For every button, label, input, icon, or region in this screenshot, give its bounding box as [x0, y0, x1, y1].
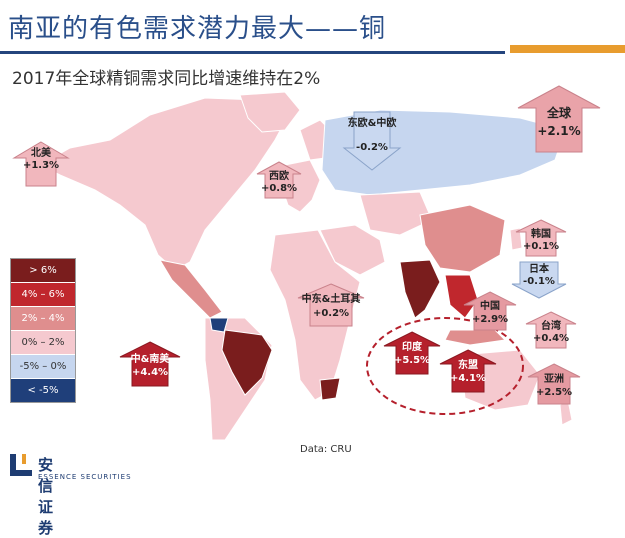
map-central-asia — [359, 191, 433, 236]
map-china — [419, 204, 506, 273]
region-value: +4.4% — [131, 367, 169, 378]
map-india — [399, 259, 441, 319]
map-venezuela — [209, 317, 229, 333]
region-value: +1.3% — [22, 160, 60, 171]
up-arrow-shape — [515, 219, 567, 257]
up-arrow-shape — [525, 311, 577, 349]
up-arrow-shape — [517, 85, 601, 153]
header-accent — [510, 45, 625, 53]
legend-item: 0% – 2% — [11, 331, 75, 355]
region-name: 北美 — [31, 148, 51, 159]
up-arrow-shape — [383, 331, 441, 375]
region-name: 全球 — [546, 106, 571, 120]
region-name: 亚洲 — [544, 374, 564, 385]
arrow-china: 中国 +2.9% — [462, 290, 518, 332]
region-name: 西欧 — [269, 171, 289, 182]
region-name: 中东&土耳其 — [301, 294, 361, 305]
region-value: +0.1% — [522, 241, 560, 252]
up-arrow-shape — [297, 283, 365, 327]
region-value: +2.5% — [535, 387, 573, 398]
region-value: +2.9% — [471, 314, 509, 325]
arrow-japan: 日本 -0.1% — [510, 260, 568, 300]
legend-item: 4% – 6% — [11, 283, 75, 307]
map-north-america — [38, 97, 291, 271]
region-name: 东欧&中欧 — [347, 118, 397, 129]
region-value: +4.1% — [449, 373, 487, 384]
up-arrow-shape — [439, 349, 497, 393]
region-value: +0.8% — [260, 183, 298, 194]
arrow-middle-east: 中东&土耳其 +0.2% — [296, 282, 366, 328]
region-value: -0.2% — [356, 142, 388, 153]
arrow-taiwan: 台湾 +0.4% — [524, 310, 578, 350]
region-name: 台湾 — [541, 321, 561, 332]
up-arrow-shape — [463, 291, 517, 331]
map-korea — [509, 227, 523, 251]
legend: > 6% 4% – 6% 2% – 4% 0% – 2% -5% – 0% < … — [10, 258, 76, 403]
region-name: 东盟 — [458, 360, 478, 371]
company-logo: 安信证券 ESSENCE SECURITIES — [8, 452, 131, 537]
logo-mark-icon — [10, 454, 32, 476]
region-value: +0.4% — [532, 333, 570, 344]
region-name: 韩国 — [531, 229, 551, 240]
page-title: 南亚的有色需求潜力最大——铜 — [8, 14, 387, 44]
arrow-asia: 亚洲 +2.5% — [526, 362, 582, 406]
arrow-eastern-europe: 东欧&中欧 -0.2% — [342, 110, 402, 172]
map-south-africa — [319, 377, 341, 401]
up-arrow-shape — [12, 141, 70, 187]
map-brazil — [221, 329, 273, 396]
up-arrow-shape — [119, 341, 181, 387]
legend-item: 2% – 4% — [11, 307, 75, 331]
header-rule — [0, 51, 505, 54]
region-name: 印度 — [402, 342, 422, 353]
arrow-india: 印度 +5.5% — [382, 330, 442, 376]
legend-item: > 6% — [11, 259, 75, 283]
region-value: +2.1% — [537, 124, 581, 138]
map-southeast-asia — [444, 274, 479, 319]
logo-name: 安信证券 — [38, 456, 55, 537]
arrow-south-america: 中&南美 +4.4% — [118, 340, 182, 388]
map-greenland — [239, 91, 301, 133]
arrow-asean: 东盟 +4.1% — [438, 348, 498, 394]
region-value: +0.2% — [312, 308, 350, 319]
legend-item: < -5% — [11, 379, 75, 402]
arrow-north-america: 北美 +1.3% — [12, 140, 70, 188]
page-subtitle: 2017年全球精铜需求同比增速维持在2% — [12, 69, 321, 89]
map-central-america — [158, 259, 223, 319]
up-arrow-shape — [527, 363, 581, 405]
region-name: 中&南美 — [130, 354, 170, 365]
down-arrow-shape — [342, 111, 402, 171]
legend-item: -5% – 0% — [11, 355, 75, 379]
region-name: 中国 — [480, 301, 500, 312]
arrow-korea: 韩国 +0.1% — [514, 218, 568, 258]
up-arrow-shape — [256, 161, 302, 199]
map-indonesia — [444, 329, 507, 346]
region-value: -0.1% — [523, 276, 555, 287]
region-value: +5.5% — [393, 355, 431, 366]
data-source: Data: CRU — [300, 444, 352, 455]
arrow-western-europe: 西欧 +0.8% — [255, 160, 303, 200]
down-arrow-shape — [511, 261, 567, 299]
highlight-ellipse — [366, 317, 524, 415]
region-name: 日本 — [529, 264, 549, 275]
logo-english-name: ESSENCE SECURITIES — [38, 473, 132, 481]
arrow-global: 全球 +2.1% — [516, 84, 602, 154]
